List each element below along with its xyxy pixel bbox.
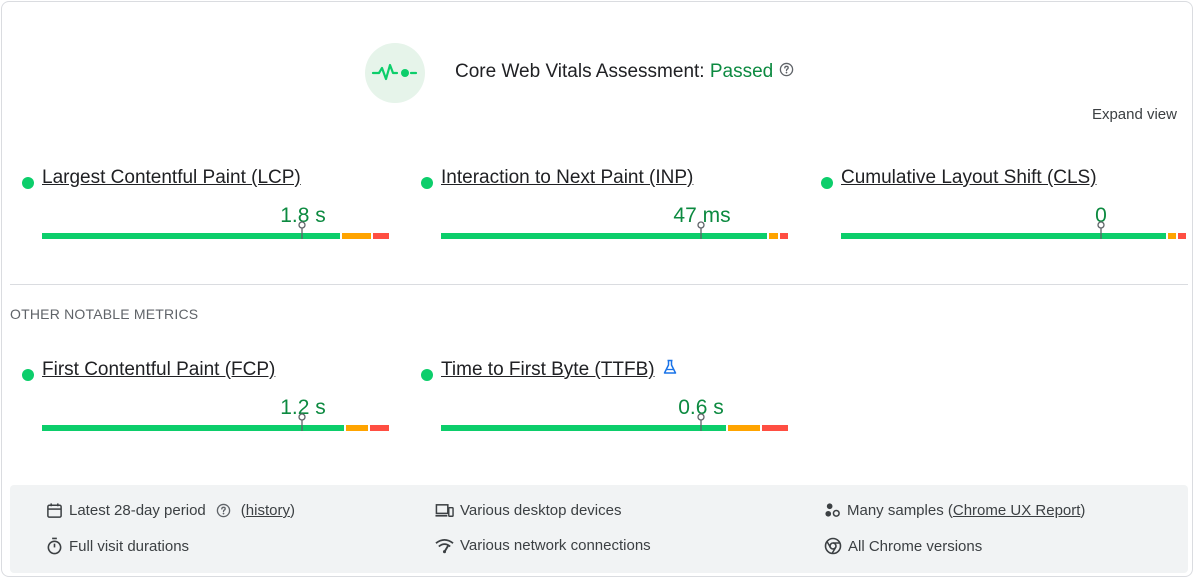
distribution-bar: [42, 413, 389, 431]
period-info: Latest 28-day period (history): [46, 502, 295, 519]
distribution-bar: [441, 221, 788, 239]
durations-text: Full visit durations: [69, 537, 190, 555]
needs-improvement-segment: [728, 425, 760, 431]
connections-info: Various network connections: [435, 537, 651, 554]
samples-prefix: Many samples (: [847, 502, 953, 519]
metric-name-wrapper: Time to First Byte (TTFB): [441, 359, 677, 381]
network-icon: [435, 538, 454, 553]
metric-value: 47 ms: [673, 204, 731, 227]
metric-fcp: First Contentful Paint (FCP) 1.2 s: [22, 359, 389, 439]
stopwatch-icon: [47, 537, 62, 555]
good-segment: [441, 425, 726, 431]
data-source-footer: [10, 485, 1188, 573]
metric-value: 0: [1095, 204, 1107, 227]
poor-segment: [370, 425, 389, 431]
samples-suffix: ): [1080, 502, 1086, 519]
samples-info: Many samples (Chrome UX Report): [824, 502, 1085, 519]
poor-segment: [373, 233, 389, 239]
versions-info: All Chrome versions: [824, 537, 982, 555]
good-status-dot: [421, 177, 433, 189]
metric-name-link[interactable]: Time to First Byte (TTFB): [441, 359, 655, 381]
versions-text: All Chrome versions: [848, 537, 983, 555]
good-segment: [42, 233, 340, 239]
percentile-marker-icon: [1096, 221, 1106, 241]
poor-segment: [762, 425, 788, 431]
good-status-dot: [421, 369, 433, 381]
distribution-bar: [841, 221, 1186, 239]
history-open-paren: (: [240, 502, 246, 519]
devices-icon: [435, 503, 454, 517]
samples-icon: [825, 503, 840, 517]
needs-improvement-segment: [769, 233, 778, 239]
period-text: Latest 28-day period: [69, 502, 206, 519]
assessment-label: Core Web Vitals Assessment:: [455, 61, 710, 83]
devices-info: Various desktop devices: [435, 502, 621, 519]
other-metrics-heading: OTHER NOTABLE METRICS: [10, 306, 199, 322]
metric-value: 0.6 s: [678, 396, 724, 419]
history-close-paren: ): [289, 502, 295, 519]
assessment-title: Core Web Vitals Assessment: Passed: [455, 61, 794, 83]
good-segment: [441, 233, 767, 239]
chrome-icon: [824, 537, 842, 555]
distribution-bar: [42, 221, 389, 239]
needs-improvement-segment: [1168, 233, 1176, 239]
chrome-ux-report-link[interactable]: Chrome UX Report: [952, 502, 1081, 519]
metric-inp: Interaction to Next Paint (INP) 47 ms: [421, 167, 788, 247]
needs-improvement-segment: [342, 233, 371, 239]
poor-segment: [780, 233, 788, 239]
good-segment: [42, 425, 344, 431]
percentile-marker-icon: [297, 413, 307, 433]
needs-improvement-segment: [346, 425, 368, 431]
flask-icon[interactable]: [663, 359, 677, 381]
vitals-pulse-icon: [365, 43, 425, 103]
percentile-marker-icon: [297, 221, 307, 241]
help-circle-icon[interactable]: [216, 503, 231, 518]
poor-segment: [1178, 233, 1186, 239]
metric-name-link[interactable]: First Contentful Paint (FCP): [42, 359, 276, 380]
percentile-marker-icon: [696, 221, 706, 241]
metric-name-link[interactable]: Largest Contentful Paint (LCP): [42, 167, 301, 188]
help-circle-icon[interactable]: [779, 61, 794, 83]
expand-view-button[interactable]: Expand view: [1091, 106, 1177, 123]
metric-ttfb: Time to First Byte (TTFB) 0.6 s: [421, 359, 788, 439]
devices-text: Various desktop devices: [460, 502, 622, 519]
good-status-dot: [22, 369, 34, 381]
metric-name-link[interactable]: Cumulative Layout Shift (CLS): [841, 167, 1097, 188]
metric-lcp: Largest Contentful Paint (LCP) 1.8 s: [22, 167, 389, 247]
history-link[interactable]: history: [245, 502, 290, 519]
metric-value: 1.2 s: [280, 396, 326, 419]
metric-name-link[interactable]: Interaction to Next Paint (INP): [441, 167, 694, 188]
good-status-dot: [821, 177, 833, 189]
metric-cls: Cumulative Layout Shift (CLS) 0: [821, 167, 1186, 247]
good-status-dot: [22, 177, 34, 189]
distribution-bar: [441, 413, 788, 431]
good-segment: [841, 233, 1166, 239]
calendar-icon: [47, 503, 62, 518]
metric-value: 1.8 s: [280, 204, 326, 227]
section-divider: [10, 284, 1188, 285]
connections-text: Various network connections: [460, 537, 651, 554]
percentile-marker-icon: [696, 413, 706, 433]
durations-info: Full visit durations: [46, 537, 189, 555]
assessment-status: Passed: [709, 61, 774, 83]
